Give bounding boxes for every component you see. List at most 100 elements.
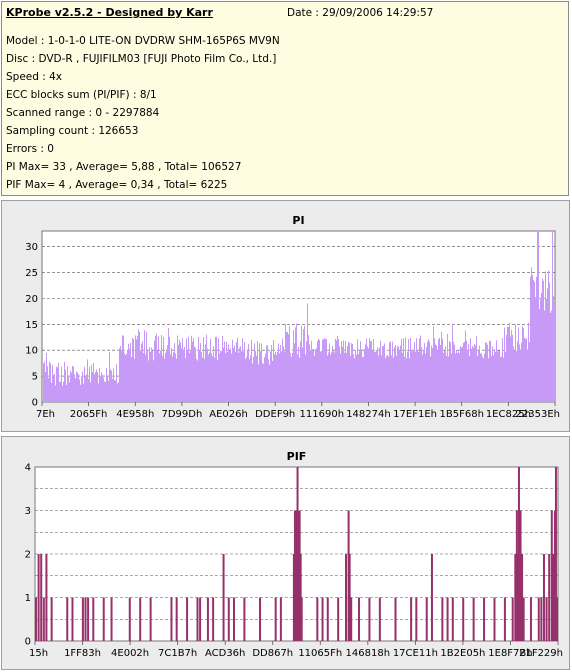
pi-bar [312, 349, 313, 402]
pi-bar [294, 343, 295, 402]
pi-bar [350, 355, 351, 402]
pi-bar [482, 356, 483, 402]
pi-bar [51, 382, 52, 402]
pi-bar [510, 336, 511, 402]
pi-bar [540, 297, 541, 402]
pi-bar [295, 327, 296, 402]
pi-bar [54, 373, 55, 402]
pi-bar [443, 353, 444, 402]
pi-chart-panel: PI 0 5 10 15 20 25 30 7Eh 2065Fh 4E958h 7D99Dh AE026… [1, 200, 570, 432]
pi-bar [383, 345, 384, 402]
pi-bar [115, 380, 116, 402]
pif-bar [274, 597, 277, 641]
pi-bar [145, 354, 146, 402]
pi-bar [148, 360, 149, 402]
pi-bar [421, 347, 422, 402]
pi-bar [76, 371, 77, 402]
pi-bar [536, 276, 537, 402]
pi-bar [363, 356, 364, 402]
info-ecc-blocks: ECC blocks sum (PI/PIF) : 8/1 [6, 89, 157, 101]
pi-bar [402, 352, 403, 402]
pi-bar [483, 358, 484, 402]
pi-bar [84, 366, 85, 402]
pi-bar [124, 353, 125, 402]
pi-bar [535, 297, 536, 402]
pi-bar [517, 341, 518, 402]
pi-bar [462, 346, 463, 402]
pi-bar [161, 334, 162, 402]
pi-bar [397, 346, 398, 402]
pif-x-tick-label: 1E8F7Bh [488, 648, 532, 659]
pi-x-tick-label: 111690h [300, 409, 345, 420]
pi-bar [319, 340, 320, 402]
pi-bar [256, 355, 257, 402]
pif-bar [540, 597, 543, 641]
pi-bar [515, 324, 516, 402]
pi-bar [335, 338, 336, 402]
pif-bar [279, 597, 282, 641]
pi-bar [107, 376, 108, 402]
pi-bar [289, 326, 290, 402]
pi-bar [546, 298, 547, 402]
pi-bar [149, 346, 150, 402]
pif-bar [503, 597, 506, 641]
pi-x-tick-label: 148274h [346, 409, 391, 420]
pif-bar [299, 554, 302, 641]
pi-chart: PI 0 5 10 15 20 25 30 7Eh 2065Fh 4E958h 7D99Dh AE026… [25, 214, 560, 420]
pi-bar [280, 344, 281, 402]
pi-bar [182, 338, 183, 402]
pif-bar [548, 554, 551, 641]
pif-bar [292, 554, 295, 641]
pif-bar [517, 467, 520, 641]
pi-bar [345, 340, 346, 402]
pi-bar [55, 385, 56, 402]
pi-bar [236, 342, 237, 402]
pi-bar [552, 231, 553, 402]
pi-bar [430, 356, 431, 402]
pi-bar [213, 346, 214, 402]
pi-bar [487, 344, 488, 402]
pi-bar [181, 348, 182, 402]
pi-bar [91, 364, 92, 402]
pif-bar [358, 597, 361, 641]
pi-bar [217, 360, 218, 402]
pi-bar [192, 341, 193, 402]
pif-bar [259, 597, 262, 641]
pi-bar [265, 353, 266, 402]
pi-bar [484, 353, 485, 402]
pi-x-tick-label: AE026h [209, 409, 248, 420]
pi-bar [202, 357, 203, 402]
pi-bar [550, 312, 551, 402]
pi-bar [393, 357, 394, 402]
pi-bar [424, 343, 425, 402]
info-sampling-count: Sampling count : 126653 [6, 125, 139, 137]
pi-bar [407, 351, 408, 402]
pi-bar [223, 347, 224, 402]
pif-bar [84, 597, 87, 641]
pi-bar [169, 336, 170, 402]
pif-y-tick-label: 1 [25, 593, 31, 604]
pi-bar [74, 374, 75, 402]
pi-bar [158, 336, 159, 402]
pi-bar [316, 347, 317, 402]
pi-bar [315, 349, 316, 402]
pi-bar [45, 371, 46, 402]
pi-bar [323, 339, 324, 402]
pif-bar [556, 597, 558, 641]
pi-bar [445, 346, 446, 402]
pi-bar [65, 369, 66, 402]
pi-bar [309, 344, 310, 402]
pi-bar [75, 378, 76, 402]
pif-bar [71, 597, 74, 641]
pi-bar [432, 348, 433, 402]
pi-bar [114, 379, 115, 402]
pi-bar [392, 341, 393, 402]
pi-bar [82, 371, 83, 402]
pi-bar [137, 336, 138, 402]
pi-bar [122, 335, 123, 402]
pi-bar [297, 354, 298, 402]
pi-bar [461, 347, 462, 402]
pi-bar [324, 338, 325, 402]
pi-bar [441, 331, 442, 402]
pi-bar [212, 356, 213, 402]
